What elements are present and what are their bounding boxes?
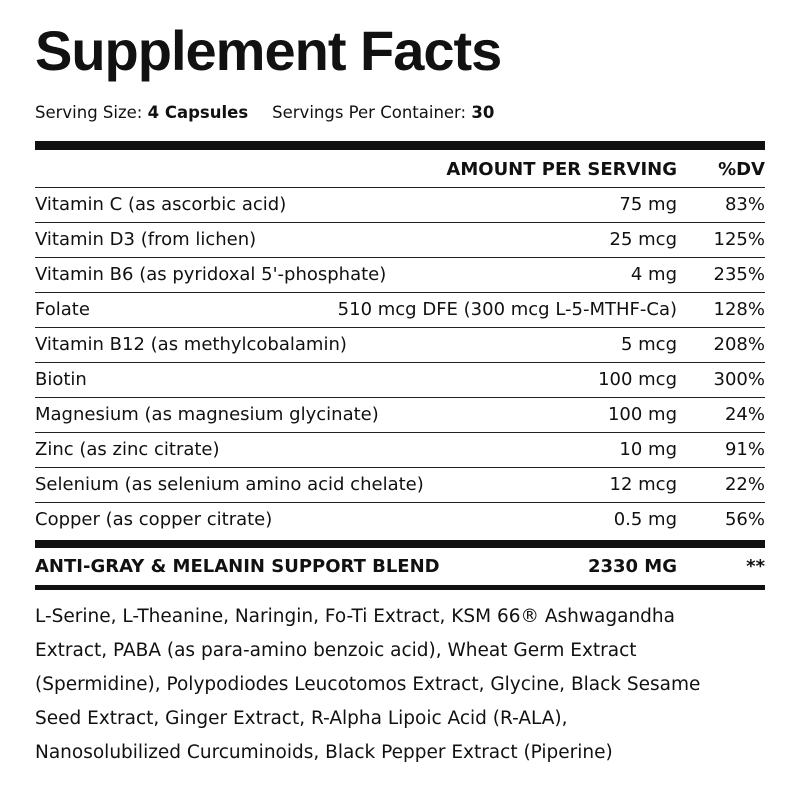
blend-name: ANTI-GRAY & MELANIN SUPPORT BLEND [35, 556, 440, 577]
blend-row: ANTI-GRAY & MELANIN SUPPORT BLEND 2330 M… [35, 550, 765, 585]
nutrient-amount: 100 mcg [598, 369, 677, 390]
nutrient-dv: 128% [713, 299, 765, 320]
nutrient-dv: 235% [713, 264, 765, 285]
nutrient-row: Vitamin B12 (as methylcobalamin) 5 mcg 208… [35, 328, 765, 363]
nutrient-name: Vitamin D3 (from lichen) [35, 229, 257, 250]
nutrient-name: Zinc (as zinc citrate) [35, 439, 220, 460]
nutrient-amount: 510 mcg DFE (300 mcg L-5-MTHF-Ca) [337, 299, 677, 320]
nutrient-name: Vitamin B6 (as pyridoxal 5'-phosphate) [35, 264, 387, 285]
nutrient-amount: 5 mcg [620, 334, 677, 355]
dv-header: %DV [718, 159, 765, 180]
nutrient-row: Magnesium (as magnesium glycinate) 100 mg… [35, 398, 765, 433]
servings-per-container: 30 [471, 103, 495, 122]
serving-info: Serving Size: 4 Capsules Servings Per Con… [35, 103, 494, 122]
nutrient-dv: 24% [724, 404, 765, 425]
nutrient-row: Vitamin C (as ascorbic acid) 75 mg 83% [35, 188, 765, 223]
nutrient-name: Selenium (as selenium amino acid chelate… [35, 474, 424, 495]
amount-header: AMOUNT PER SERVING [446, 159, 677, 180]
nutrient-row: Zinc (as zinc citrate) 10 mg 91% [35, 433, 765, 468]
ingredient-line: L-Serine, L-Theanine, Naringin, Fo-Ti Ex… [35, 606, 675, 627]
nutrient-row: Selenium (as selenium amino acid chelate… [35, 468, 765, 503]
nutrient-amount: 10 mg [619, 439, 677, 460]
header-row: AMOUNT PER SERVING %DV [35, 153, 765, 188]
thick-rule [35, 585, 765, 590]
nutrient-row: Vitamin B6 (as pyridoxal 5'-phosphate) 4 … [35, 258, 765, 293]
nutrient-amount: 100 mg [607, 404, 677, 425]
nutrient-row: Copper (as copper citrate) 0.5 mg 56% [35, 503, 765, 538]
nutrient-name: Magnesium (as magnesium glycinate) [35, 404, 379, 425]
ingredients: L-Serine, L-Theanine, Naringin, Fo-Ti Ex… [35, 600, 700, 770]
nutrient-row: Biotin 100 mcg 300% [35, 363, 765, 398]
nutrient-dv: 300% [713, 369, 765, 390]
ingredient-line: Nanosolubilized Curcuminoids, Black Pepp… [35, 742, 613, 763]
nutrient-dv: 22% [724, 474, 765, 495]
blend-dv: ** [746, 556, 765, 577]
nutrient-dv: 56% [724, 509, 765, 530]
ingredient-line: Seed Extract, Ginger Extract, R-Alpha Li… [35, 708, 568, 729]
nutrient-amount: 25 mcg [609, 229, 677, 250]
thick-rule [35, 540, 765, 548]
nutrient-dv: 208% [713, 334, 765, 355]
nutrient-name: Vitamin B12 (as methylcobalamin) [35, 334, 347, 355]
ingredient-line: (Spermidine), Polypodiodes Leucotomos Ex… [35, 674, 701, 695]
blend-amount: 2330 MG [587, 556, 677, 577]
nutrient-name: Biotin [35, 369, 87, 390]
nutrient-amount: 75 mg [619, 194, 677, 215]
serving-size: 4 Capsules [147, 103, 249, 122]
nutrient-dv: 83% [724, 194, 765, 215]
nutrient-amount: 4 mg [630, 264, 677, 285]
ingredient-line: Extract, PABA (as para-amino benzoic aci… [35, 640, 637, 661]
title: Supplement Facts [35, 19, 502, 82]
nutrient-row: Folate 510 mcg DFE (300 mcg L-5-MTHF-Ca) 1… [35, 293, 765, 328]
nutrient-amount: 0.5 mg [613, 509, 677, 530]
nutrient-dv: 91% [724, 439, 765, 460]
nutrient-name: Copper (as copper citrate) [35, 509, 273, 530]
nutrient-name: Vitamin C (as ascorbic acid) [35, 194, 287, 215]
nutrient-name: Folate [35, 299, 90, 320]
supplement-label: Supplement Facts Serving Size: 4 Capsule… [35, 0, 765, 800]
servings-per-container-label: Servings Per Container: [272, 103, 467, 122]
nutrient-row: Vitamin D3 (from lichen) 25 mcg 125% [35, 223, 765, 258]
thick-rule [35, 141, 765, 150]
serving-size-label: Serving Size: [35, 103, 143, 122]
nutrient-dv: 125% [713, 229, 765, 250]
nutrient-amount: 12 mcg [609, 474, 677, 495]
